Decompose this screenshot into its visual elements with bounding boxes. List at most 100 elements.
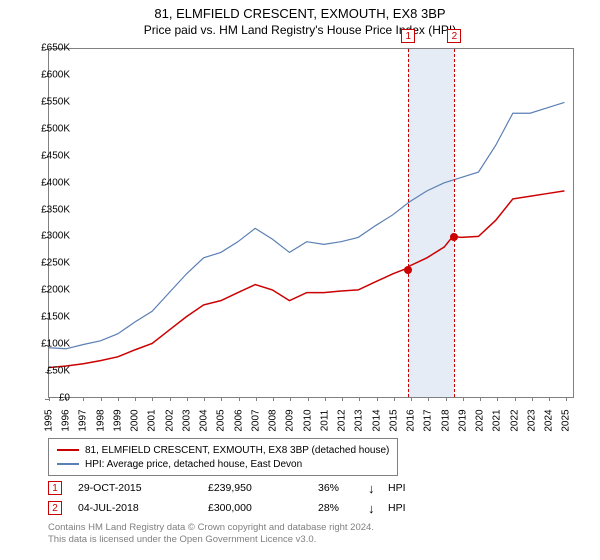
series-price_paid (49, 191, 564, 368)
xtick-mark (480, 397, 481, 401)
xtick-mark (532, 397, 533, 401)
series-hpi (49, 102, 564, 348)
xtick-label: 2008 (268, 409, 279, 431)
xtick-mark (83, 397, 84, 401)
ytick-label: £50K (30, 366, 70, 377)
sale-price: £300,000 (208, 502, 318, 514)
xtick-label: 2000 (130, 409, 141, 431)
xtick-label: 2020 (475, 409, 486, 431)
xtick-label: 1995 (44, 409, 55, 431)
xtick-mark (204, 397, 205, 401)
xtick-label: 2014 (371, 409, 382, 431)
xtick-mark (342, 397, 343, 401)
xtick-label: 2016 (406, 409, 417, 431)
ytick-label: £650K (30, 43, 70, 54)
xtick-label: 2005 (216, 409, 227, 431)
xtick-label: 2009 (285, 409, 296, 431)
xtick-label: 2019 (457, 409, 468, 431)
xtick-mark (515, 397, 516, 401)
xtick-label: 2022 (509, 409, 520, 431)
sale-date: 29-OCT-2015 (78, 482, 208, 494)
marker-label-2: 2 (447, 29, 461, 43)
xtick-mark (308, 397, 309, 401)
legend-box: 81, ELMFIELD CRESCENT, EXMOUTH, EX8 3BP … (48, 438, 398, 476)
ytick-label: £0 (30, 393, 70, 404)
xtick-label: 2025 (561, 409, 572, 431)
xtick-mark (549, 397, 550, 401)
xtick-mark (566, 397, 567, 401)
sale-price: £239,950 (208, 482, 318, 494)
xtick-label: 2003 (181, 409, 192, 431)
title-subtitle: Price paid vs. HM Land Registry's House … (0, 23, 600, 37)
sale-pct: 36% (318, 482, 368, 494)
xtick-mark (152, 397, 153, 401)
sales-row: 1 29-OCT-2015£239,95036%↓HPI (48, 478, 418, 498)
sale-hpi-label: HPI (388, 502, 418, 514)
xtick-label: 2023 (526, 409, 537, 431)
xtick-mark (463, 397, 464, 401)
xtick-mark (377, 397, 378, 401)
chart-plot-area: 1995199619971998199920002001200220032004… (48, 48, 574, 398)
xtick-label: 2024 (544, 409, 555, 431)
ytick-label: £550K (30, 96, 70, 107)
ytick-label: £350K (30, 204, 70, 215)
xtick-mark (256, 397, 257, 401)
legend-label: HPI: Average price, detached house, East… (85, 459, 302, 470)
title-block: 81, ELMFIELD CRESCENT, EXMOUTH, EX8 3BP … (0, 0, 600, 37)
xtick-mark (221, 397, 222, 401)
marker-vline-1 (408, 49, 409, 397)
sale-marker-box: 2 (48, 501, 62, 515)
chart-lines-svg (49, 49, 573, 397)
xtick-label: 2013 (354, 409, 365, 431)
sale-hpi-label: HPI (388, 482, 418, 494)
sale-arrow-icon: ↓ (368, 481, 388, 496)
marker-dot-1 (404, 266, 412, 274)
xtick-mark (446, 397, 447, 401)
xtick-label: 2015 (388, 409, 399, 431)
xtick-label: 1997 (78, 409, 89, 431)
xtick-label: 1999 (112, 409, 123, 431)
xtick-mark (325, 397, 326, 401)
sales-table: 1 29-OCT-2015£239,95036%↓HPI 2 04-JUL-2018£… (48, 478, 418, 518)
xtick-label: 2011 (319, 410, 330, 432)
xtick-label: 1998 (95, 409, 106, 431)
ytick-label: £200K (30, 285, 70, 296)
legend-row: HPI: Average price, detached house, East… (57, 457, 389, 471)
title-address: 81, ELMFIELD CRESCENT, EXMOUTH, EX8 3BP (0, 6, 600, 21)
xtick-label: 2021 (492, 409, 503, 431)
legend-row: 81, ELMFIELD CRESCENT, EXMOUTH, EX8 3BP … (57, 443, 389, 457)
xtick-mark (135, 397, 136, 401)
ytick-label: £250K (30, 258, 70, 269)
ytick-label: £400K (30, 177, 70, 188)
ytick-label: £300K (30, 231, 70, 242)
xtick-label: 2017 (423, 409, 434, 431)
marker-dot-2 (450, 233, 458, 241)
xtick-mark (170, 397, 171, 401)
xtick-mark (359, 397, 360, 401)
xtick-mark (118, 397, 119, 401)
marker-vline-2 (454, 49, 455, 397)
ytick-label: £100K (30, 339, 70, 350)
xtick-mark (239, 397, 240, 401)
sales-row: 2 04-JUL-2018£300,00028%↓HPI (48, 498, 418, 518)
xtick-mark (497, 397, 498, 401)
sale-date: 04-JUL-2018 (78, 502, 208, 514)
footer-line2: This data is licensed under the Open Gov… (48, 534, 374, 546)
xtick-mark (394, 397, 395, 401)
sale-marker-box: 1 (48, 481, 62, 495)
sale-arrow-icon: ↓ (368, 501, 388, 516)
ytick-label: £150K (30, 312, 70, 323)
xtick-label: 2002 (164, 409, 175, 431)
ytick-label: £600K (30, 69, 70, 80)
xtick-mark (273, 397, 274, 401)
xtick-label: 1996 (61, 409, 72, 431)
xtick-mark (290, 397, 291, 401)
sale-pct: 28% (318, 502, 368, 514)
footer-line1: Contains HM Land Registry data © Crown c… (48, 522, 374, 534)
xtick-mark (411, 397, 412, 401)
xtick-label: 2018 (440, 409, 451, 431)
xtick-label: 2006 (233, 409, 244, 431)
chart-container: 81, ELMFIELD CRESCENT, EXMOUTH, EX8 3BP … (0, 0, 600, 560)
ytick-label: £450K (30, 150, 70, 161)
xtick-label: 2004 (199, 409, 210, 431)
